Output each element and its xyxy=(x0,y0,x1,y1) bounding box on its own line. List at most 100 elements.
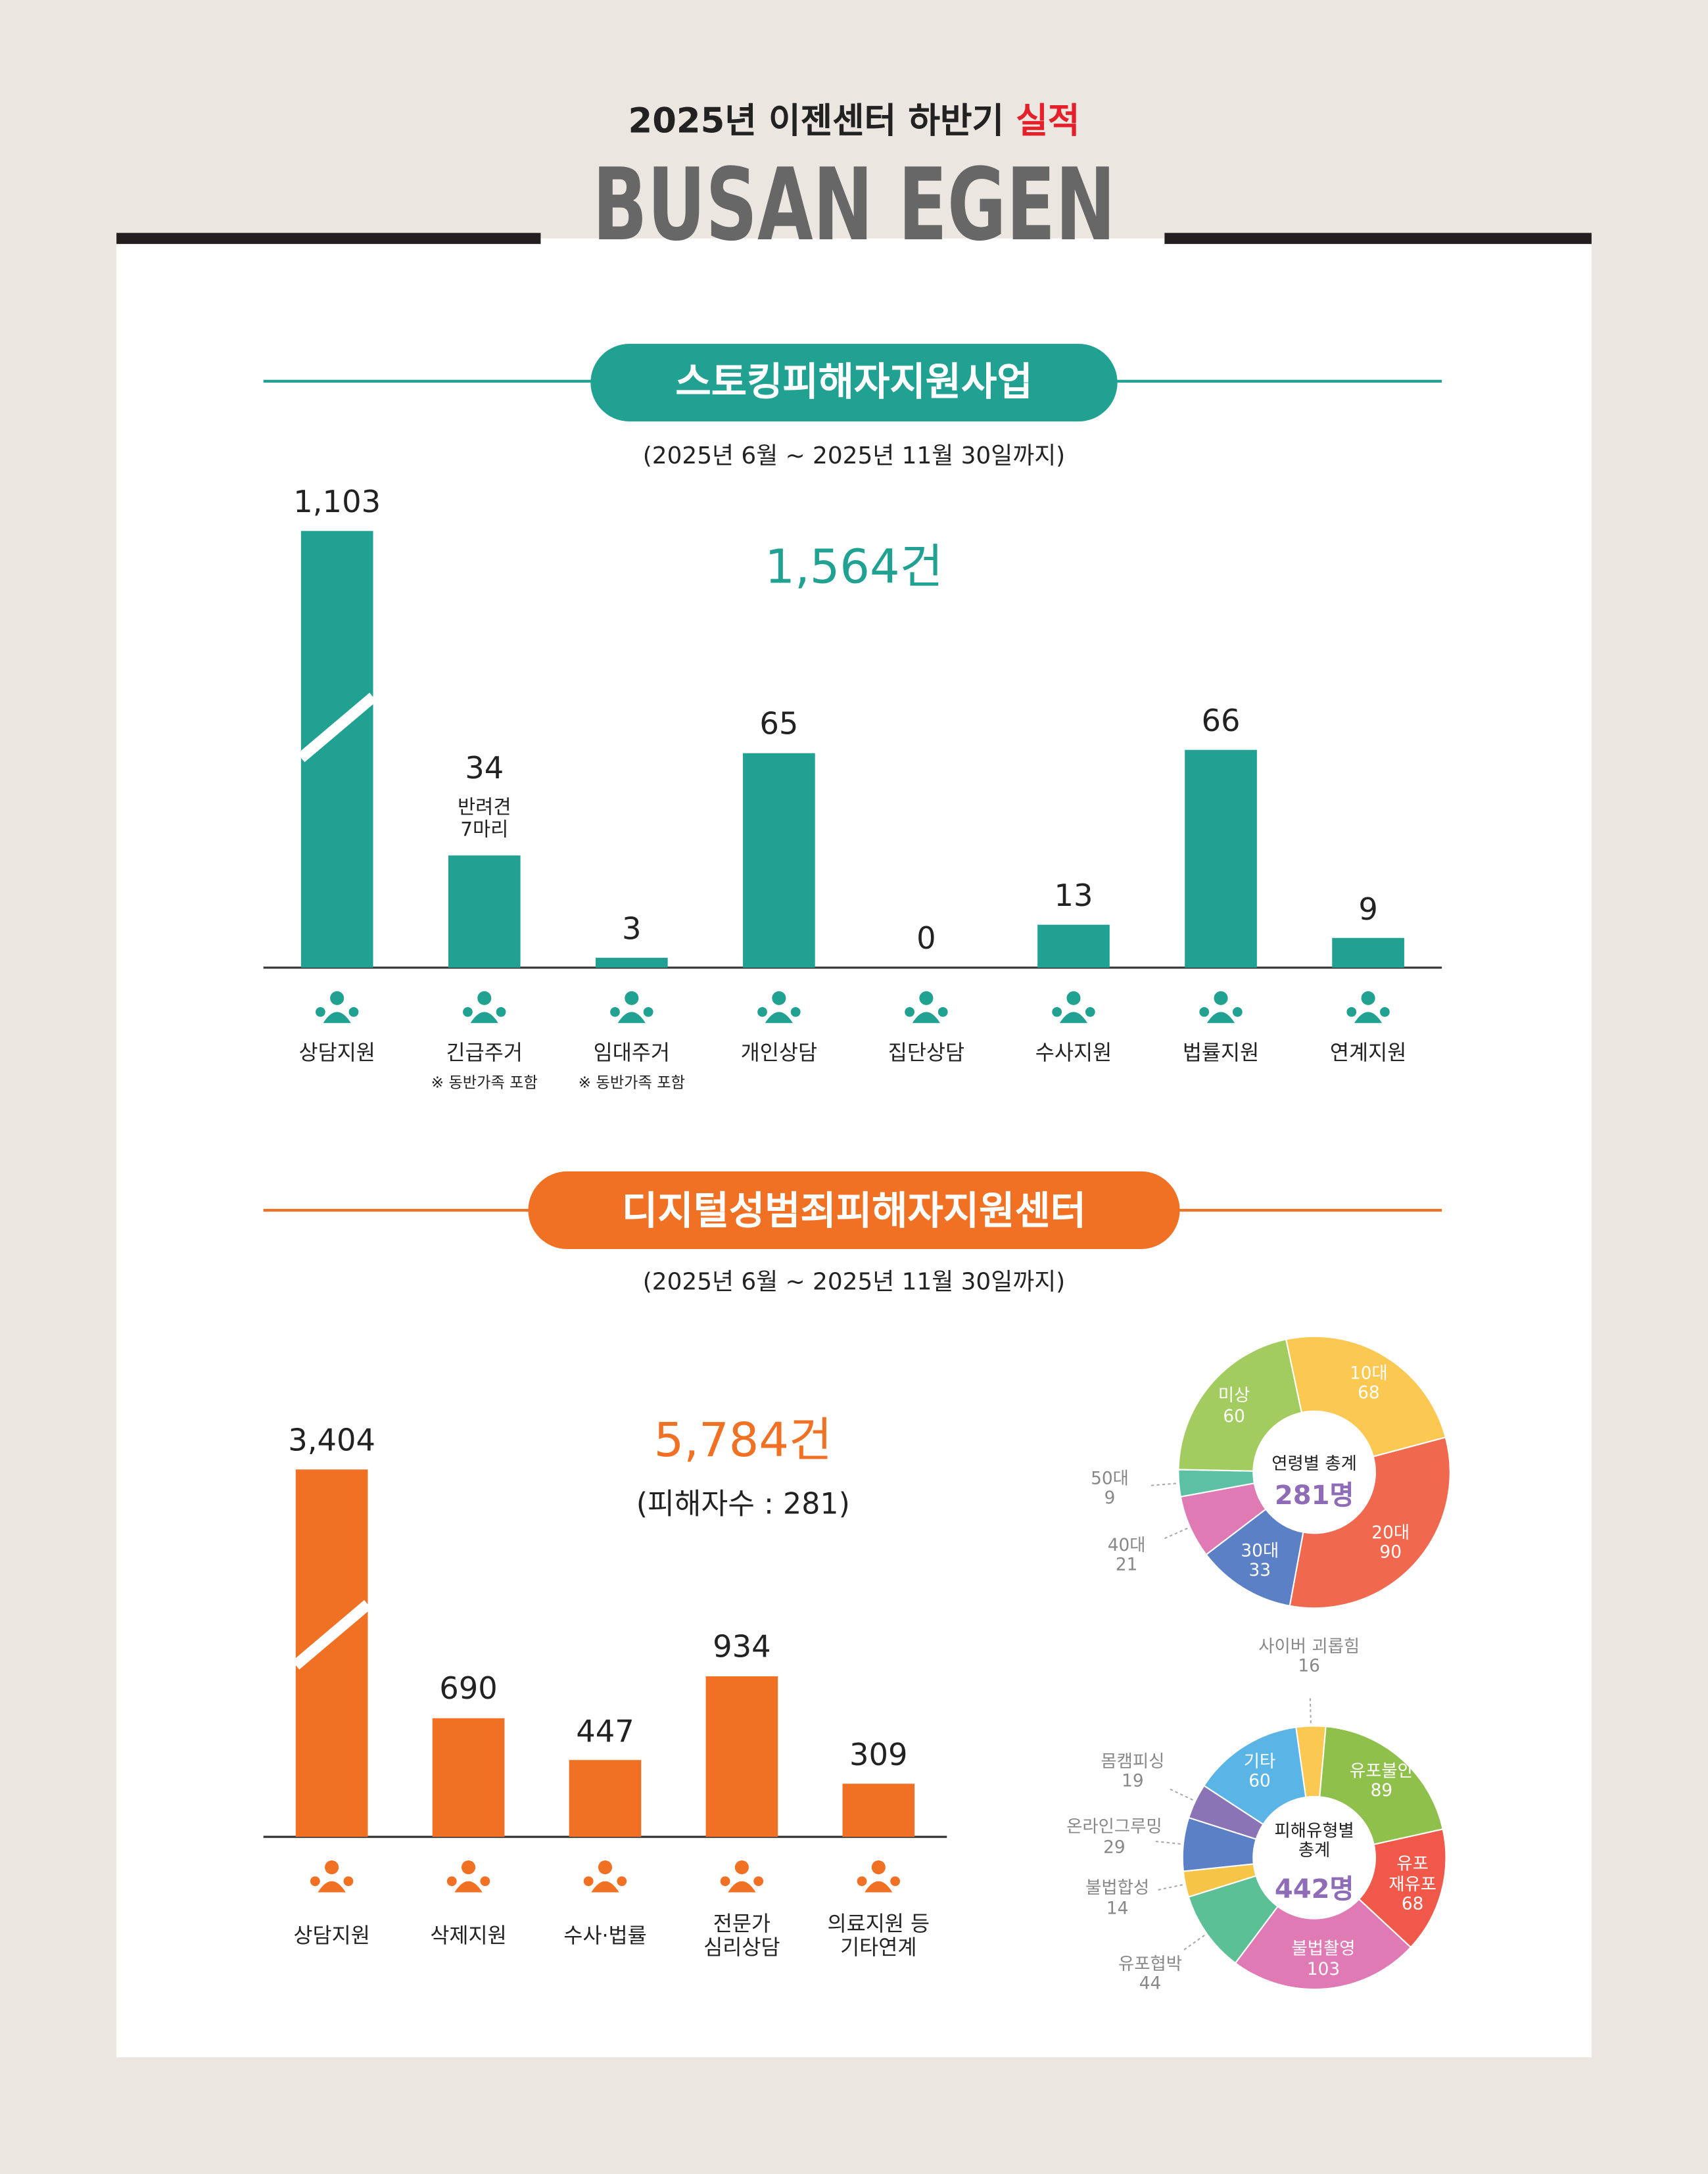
leader-line xyxy=(1309,1695,1312,1724)
subtitle: 2025년 이젠센터 하반기 실적 xyxy=(629,101,1080,142)
leader-line xyxy=(1152,1840,1181,1845)
category-label: 집단상담 xyxy=(888,1040,965,1066)
bar xyxy=(1185,749,1257,968)
leader-line xyxy=(1181,1935,1205,1952)
total-label: 1,564건 xyxy=(765,540,943,596)
slice-label: 유포 재유포 68 xyxy=(1388,1854,1436,1914)
slice-label: 유포협박 44 xyxy=(1118,1952,1183,1994)
category-label: 개인상담 xyxy=(740,1040,818,1066)
icon xyxy=(343,1876,354,1886)
slice-name: 20대 xyxy=(1371,1521,1410,1543)
icon xyxy=(865,1881,893,1893)
section-pill xyxy=(590,343,1118,422)
slice-name: 10대 xyxy=(1349,1362,1388,1383)
slice-value: 16 xyxy=(1298,1655,1320,1676)
slice-value: 44 xyxy=(1139,1972,1162,1993)
icon xyxy=(454,1881,483,1893)
icon xyxy=(790,1007,801,1017)
icon xyxy=(1232,1007,1243,1017)
bar xyxy=(595,957,668,968)
icon xyxy=(1206,1012,1235,1024)
slice-name: 사이버 괴롭힘 xyxy=(1258,1635,1360,1657)
slice-value: 60 xyxy=(1223,1404,1245,1426)
slice-value: 19 xyxy=(1122,1770,1144,1791)
slice-name: 유포협박 xyxy=(1118,1952,1183,1973)
icon xyxy=(617,1012,646,1024)
bar-note: 반려견 7마리 xyxy=(458,797,511,842)
icon xyxy=(1066,991,1081,1005)
slice-value: 9 xyxy=(1104,1487,1116,1509)
slice-value: 21 xyxy=(1115,1553,1138,1575)
leader-line xyxy=(1148,1482,1177,1487)
donut-hole xyxy=(1253,1411,1375,1534)
icon xyxy=(1199,1007,1210,1017)
category-note: ※ 동반가족 포함 xyxy=(578,1074,685,1093)
icon xyxy=(728,1881,756,1893)
icon xyxy=(1346,1007,1357,1017)
icon xyxy=(480,1876,490,1886)
icon xyxy=(1052,1007,1062,1017)
slice-label: 기타 60 xyxy=(1244,1751,1276,1792)
section-pill xyxy=(528,1171,1180,1250)
icon xyxy=(617,1876,627,1886)
icon xyxy=(772,991,786,1005)
category-label: 수사·법률 xyxy=(563,1923,647,1949)
icon xyxy=(310,1876,320,1886)
slice-name: 40대 xyxy=(1107,1534,1146,1555)
slice-name: 미상 xyxy=(1218,1384,1250,1406)
category-label: 전문가 심리상담 xyxy=(703,1911,780,1960)
icon xyxy=(463,1007,473,1017)
icon xyxy=(905,1007,914,1017)
slice-name: 불법촬영 xyxy=(1291,1937,1356,1959)
icon xyxy=(1059,1012,1088,1024)
bar xyxy=(448,855,521,968)
slice-name: 불법합성 xyxy=(1085,1877,1150,1898)
icon xyxy=(1361,991,1375,1005)
icon xyxy=(598,1860,613,1875)
value-label: 1,103 xyxy=(293,485,381,521)
icon xyxy=(765,1012,793,1024)
subtitle-highlight: 실적 xyxy=(1016,101,1080,141)
icon xyxy=(1354,1012,1383,1024)
icon xyxy=(919,991,934,1005)
donut-hole xyxy=(1253,1796,1375,1919)
slice-label: 10대 68 xyxy=(1350,1363,1388,1404)
section-title: 디지털성범죄피해자지원센터 xyxy=(621,1188,1087,1234)
value-label: 0 xyxy=(916,922,936,957)
pie-total: 442명 xyxy=(1274,1874,1354,1905)
value-label: 66 xyxy=(1201,704,1241,740)
slice-label: 몸캠피싱 19 xyxy=(1101,1750,1164,1791)
slice-label: 불법합성 14 xyxy=(1085,1877,1150,1918)
value-label: 9 xyxy=(1358,892,1378,928)
icon xyxy=(446,1876,457,1886)
slice-label: 사이버 괴롭힘 16 xyxy=(1258,1635,1360,1677)
slice-value: 33 xyxy=(1248,1559,1271,1580)
slice-value: 103 xyxy=(1306,1958,1340,1979)
axis-break xyxy=(292,1599,371,1670)
slice-label: 40대 21 xyxy=(1107,1534,1146,1575)
value-label: 934 xyxy=(713,1631,771,1666)
icon xyxy=(591,1881,619,1893)
main-title: BUSAN EGEN xyxy=(592,146,1116,263)
slice-name: 30대 xyxy=(1241,1539,1279,1561)
value-label: 447 xyxy=(576,1714,634,1750)
slice-label: 30대 33 xyxy=(1241,1539,1279,1581)
slice-label: 유포불안 89 xyxy=(1350,1760,1413,1801)
icon xyxy=(348,1007,359,1017)
icon xyxy=(720,1876,730,1886)
pie-title: 연령별 총계 xyxy=(1271,1452,1357,1474)
value-label: 309 xyxy=(849,1738,908,1774)
leader-line xyxy=(1162,1527,1188,1540)
slice-label: 미상 60 xyxy=(1218,1384,1250,1426)
bar xyxy=(1037,924,1110,968)
section-title: 스토킹피해자지원사업 xyxy=(675,358,1033,405)
icon xyxy=(625,991,639,1005)
value-label: 65 xyxy=(759,707,799,743)
value-label: 13 xyxy=(1054,879,1093,914)
icon xyxy=(496,1007,506,1017)
icon xyxy=(330,991,344,1005)
leader-line xyxy=(1167,1787,1193,1801)
slice-value: 90 xyxy=(1379,1541,1402,1563)
bar xyxy=(1332,937,1404,968)
slice-label: 온라인그루밍 29 xyxy=(1066,1816,1162,1857)
